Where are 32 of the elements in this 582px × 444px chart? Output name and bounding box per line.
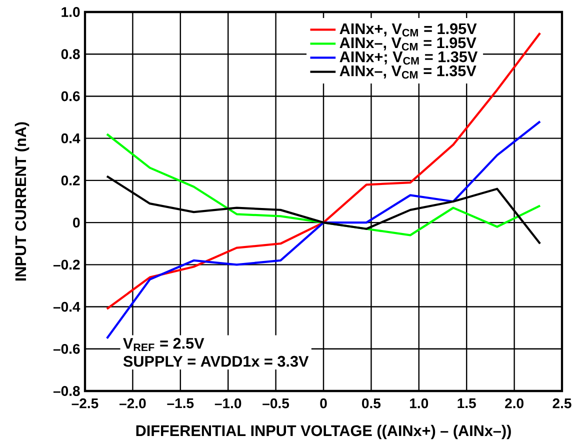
y-tick-label: –0.2 — [53, 260, 80, 270]
x-tick-label: –1.0 — [214, 398, 242, 408]
y-tick-label: 1.0 — [62, 7, 80, 17]
y-tick-label: 0 — [73, 218, 80, 228]
x-axis-title: DIFFERENTIAL INPUT VOLTAGE ((AINx+) – (AINx–)) — [136, 424, 511, 440]
x-tick-label: –0.5 — [262, 398, 290, 408]
y-tick-label: 0.2 — [61, 176, 80, 186]
line-series — [106, 175, 542, 245]
annotation: V$_{REF}$ = 2.5V — [123, 338, 204, 352]
x-tick-label: 1.0 — [410, 398, 428, 408]
x-tick-label: 0.5 — [362, 398, 381, 408]
x-tick-label: –2.5 — [72, 398, 98, 408]
x-tick-label: 0 — [320, 398, 327, 408]
y-tick-label: 0.8 — [61, 49, 80, 60]
annotation: SUPPLY = AVDD1x = 3.3V — [123, 356, 309, 367]
y-tick-label: –0.6 — [53, 344, 80, 354]
x-tick-label: –2.0 — [119, 398, 146, 408]
line-series — [106, 120, 542, 340]
legend-label: AINx+; V$_{CM}$ = 1.35V — [340, 51, 478, 65]
x-tick-label: 2.0 — [505, 398, 524, 408]
x-tick-label: 1.5 — [458, 398, 476, 408]
legend-label: AINx+, V$_{CM}$ = 1.95V — [340, 23, 477, 36]
y-tick-label: 0.4 — [61, 133, 80, 144]
x-tick-label: –1.5 — [167, 398, 194, 408]
legend-label: AINx–, V$_{CM}$ = 1.95V — [340, 37, 476, 51]
y-tick-label: –0.8 — [53, 386, 80, 396]
y-axis-title: INPUT CURRENT (nA) — [14, 122, 30, 281]
y-tick-label: –0.4 — [53, 302, 80, 312]
x-tick-label: 2.5 — [552, 398, 572, 408]
legend-label: AINx–, V$_{CM}$ = 1.35V — [340, 65, 476, 79]
y-tick-label: 0.6 — [61, 91, 80, 102]
line-series — [106, 133, 542, 236]
